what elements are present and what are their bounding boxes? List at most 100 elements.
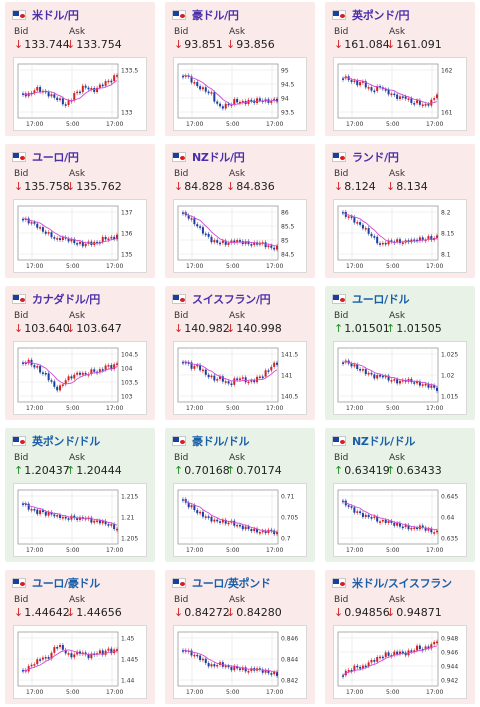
candle-body bbox=[373, 374, 376, 379]
candle-body bbox=[44, 231, 47, 234]
currency-pair-title[interactable]: 英ポンド/ドル bbox=[32, 435, 100, 448]
candle-body bbox=[238, 668, 241, 670]
candle-body bbox=[393, 379, 396, 381]
mini-candlestick-chart[interactable]: 141.5 141 140.5 17:00 5:00 17:00 bbox=[173, 341, 307, 415]
rate-tile-header[interactable]: 豪ドル/円 bbox=[172, 7, 239, 23]
flag-nz-us-icon bbox=[332, 436, 346, 446]
mini-candlestick-chart[interactable]: 1.45 1.445 1.44 17:00 5:00 17:00 bbox=[13, 625, 147, 699]
candle-body bbox=[221, 240, 224, 243]
candle-body bbox=[418, 381, 421, 386]
rate-tile[interactable]: NZドル/円 Bid Ask ↓84.828 ↓84.836 86 85.5 85 84.5 17… bbox=[165, 144, 315, 278]
candle-body bbox=[56, 238, 59, 240]
mini-candlestick-chart[interactable]: 1.215 1.21 1.205 17:00 5:00 17:00 bbox=[13, 483, 147, 557]
candle-body bbox=[250, 380, 253, 382]
rate-tile[interactable]: ユーロ/円 Bid Ask ↓135.758 ↓135.762 137 136 135 17:0… bbox=[5, 144, 155, 278]
mini-candlestick-chart[interactable]: 162 161 17:00 5:00 17:00 bbox=[333, 57, 467, 131]
rate-tile[interactable]: ランド/円 Bid Ask ↓8.124 ↓8.134 8.2 8.15 8.1 17:00 5:… bbox=[325, 144, 475, 278]
rate-tile[interactable]: 豪ドル/ドル Bid Ask ↑0.70168 ↑0.70174 0.71 0.705 0.7… bbox=[165, 428, 315, 562]
candle-body bbox=[64, 516, 67, 519]
rate-tile-header[interactable]: ユーロ/豪ドル bbox=[12, 575, 100, 591]
rate-tile-header[interactable]: NZドル/ドル bbox=[332, 433, 415, 449]
rate-tile[interactable]: 米ドル/スイスフラン Bid Ask ↓0.94856 ↓0.94871 0.948 0.9… bbox=[325, 570, 475, 704]
candle-body bbox=[196, 364, 199, 367]
x-tick-label: 5:00 bbox=[386, 263, 400, 270]
currency-pair-title[interactable]: ユーロ/ドル bbox=[352, 293, 410, 306]
candle-body bbox=[359, 222, 362, 225]
candle-body bbox=[216, 664, 219, 667]
candle-body bbox=[370, 660, 373, 663]
candle-body bbox=[227, 103, 230, 106]
rate-tile[interactable]: カナダドル/円 Bid Ask ↓103.640 ↓103.647 104.5 104 103… bbox=[5, 286, 155, 420]
candle-body bbox=[36, 86, 39, 91]
rate-tile[interactable]: ユーロ/英ポンド Bid Ask ↓0.84272 ↓0.84280 0.846 0.844… bbox=[165, 570, 315, 704]
y-tick-label: 103 bbox=[121, 394, 133, 401]
rate-tile-header[interactable]: NZドル/円 bbox=[172, 149, 245, 165]
currency-pair-title[interactable]: ユーロ/円 bbox=[32, 151, 79, 164]
currency-pair-title[interactable]: スイスフラン/円 bbox=[192, 293, 271, 306]
rate-tile[interactable]: ユーロ/ドル Bid Ask ↑1.01501 ↑1.01505 1.025 1.02 1.0… bbox=[325, 286, 475, 420]
rate-tile-header[interactable]: ユーロ/円 bbox=[12, 149, 79, 165]
mini-candlestick-chart[interactable]: 104.5 104 103.5 103 17:00 5:00 17:00 bbox=[13, 341, 147, 415]
rate-tile[interactable]: スイスフラン/円 Bid Ask ↓140.982 ↓140.998 141.5 141 14… bbox=[165, 286, 315, 420]
candle-body bbox=[84, 85, 87, 88]
ask-label: Ask bbox=[229, 595, 246, 605]
y-tick-label: 161 bbox=[441, 110, 453, 117]
rate-tile[interactable]: 米ドル/円 Bid Ask ↓133.744 ↓133.754 133.5 133 17:00… bbox=[5, 2, 155, 136]
rate-tile[interactable]: NZドル/ドル Bid Ask ↑0.63419 ↑0.63433 0.645 0.64 0.… bbox=[325, 428, 475, 562]
arrow-down-icon: ↓ bbox=[14, 180, 24, 193]
mini-candlestick-chart[interactable]: 0.948 0.946 0.944 0.942 17:00 5:00 17:00 bbox=[333, 625, 467, 699]
candle-body bbox=[401, 526, 404, 529]
rate-tile-header[interactable]: ユーロ/英ポンド bbox=[172, 575, 271, 591]
candle-body bbox=[73, 374, 76, 379]
rate-tile-header[interactable]: 豪ドル/ドル bbox=[172, 433, 250, 449]
currency-pair-title[interactable]: NZドル/ドル bbox=[352, 435, 416, 448]
bid-price: 161.084 bbox=[344, 38, 390, 51]
currency-pair-title[interactable]: 豪ドル/円 bbox=[192, 9, 239, 22]
rate-tile[interactable]: 英ポンド/円 Bid Ask ↓161.084 ↓161.091 162 161 17:00 5… bbox=[325, 2, 475, 136]
rate-tile[interactable]: 英ポンド/ドル Bid Ask ↑1.20437 ↑1.20444 1.215 1.21 1.… bbox=[5, 428, 155, 562]
candle-body bbox=[238, 524, 241, 527]
mini-candlestick-chart[interactable]: 95 94.5 94 93.5 17:00 5:00 17:00 bbox=[173, 57, 307, 131]
rate-tile[interactable]: ユーロ/豪ドル Bid Ask ↓1.44642 ↓1.44656 1.45 1.445 1.… bbox=[5, 570, 155, 704]
bid-ask-values: ↓133.744 ↓133.754 bbox=[14, 38, 154, 52]
candle-body bbox=[182, 499, 184, 501]
mini-candlestick-chart[interactable]: 86 85.5 85 84.5 17:00 5:00 17:00 bbox=[173, 199, 307, 273]
currency-pair-title[interactable]: カナダドル/円 bbox=[32, 293, 100, 306]
candle-body bbox=[367, 372, 370, 375]
rate-tile-header[interactable]: カナダドル/円 bbox=[12, 291, 100, 307]
candle-body bbox=[267, 370, 270, 372]
rate-tile-header[interactable]: 米ドル/スイスフラン bbox=[332, 575, 452, 591]
arrow-down-icon: ↓ bbox=[226, 180, 236, 193]
mini-candlestick-chart[interactable]: 137 136 135 17:00 5:00 17:00 bbox=[13, 199, 147, 273]
candle-body bbox=[384, 242, 387, 245]
rate-tile-header[interactable]: ユーロ/ドル bbox=[332, 291, 410, 307]
mini-candlestick-chart[interactable]: 1.025 1.02 1.015 17:00 5:00 17:00 bbox=[333, 341, 467, 415]
candle-body bbox=[76, 651, 79, 655]
currency-pair-title[interactable]: 英ポンド/円 bbox=[352, 9, 410, 22]
rate-tile[interactable]: 豪ドル/円 Bid Ask ↓93.851 ↓93.856 95 94.5 94 93.5 17:… bbox=[165, 2, 315, 136]
mini-candlestick-chart[interactable]: 8.2 8.15 8.1 17:00 5:00 17:00 bbox=[333, 199, 467, 273]
currency-pair-title[interactable]: 米ドル/スイスフラン bbox=[352, 577, 452, 590]
mini-candlestick-chart[interactable]: 0.71 0.705 0.7 17:00 5:00 17:00 bbox=[173, 483, 307, 557]
rate-tile-header[interactable]: ランド/円 bbox=[332, 149, 399, 165]
currency-pair-title[interactable]: ユーロ/豪ドル bbox=[32, 577, 100, 590]
currency-pair-title[interactable]: NZドル/円 bbox=[192, 151, 245, 164]
rate-tile-header[interactable]: スイスフラン/円 bbox=[172, 291, 271, 307]
currency-pair-title[interactable]: 米ドル/円 bbox=[32, 9, 79, 22]
candle-body bbox=[27, 503, 30, 510]
candle-body bbox=[390, 520, 393, 523]
moving-average-line bbox=[182, 498, 277, 533]
mini-candlestick-chart[interactable]: 0.645 0.64 0.635 17:00 5:00 17:00 bbox=[333, 483, 467, 557]
y-tick-label: 141.5 bbox=[281, 352, 298, 359]
mini-candlestick-chart[interactable]: 133.5 133 17:00 5:00 17:00 bbox=[13, 57, 147, 131]
rate-tile-header[interactable]: 米ドル/円 bbox=[12, 7, 79, 23]
candle-body bbox=[204, 369, 207, 375]
mini-candlestick-chart[interactable]: 0.846 0.844 0.842 17:00 5:00 17:00 bbox=[173, 625, 307, 699]
currency-pair-title[interactable]: ユーロ/英ポンド bbox=[192, 577, 271, 590]
candle-body bbox=[47, 92, 50, 97]
rate-tile-header[interactable]: 英ポンド/円 bbox=[332, 7, 410, 23]
candle-body bbox=[416, 239, 419, 242]
currency-pair-title[interactable]: ランド/円 bbox=[352, 151, 399, 164]
rate-tile-header[interactable]: 英ポンド/ドル bbox=[12, 433, 100, 449]
currency-pair-title[interactable]: 豪ドル/ドル bbox=[192, 435, 250, 448]
